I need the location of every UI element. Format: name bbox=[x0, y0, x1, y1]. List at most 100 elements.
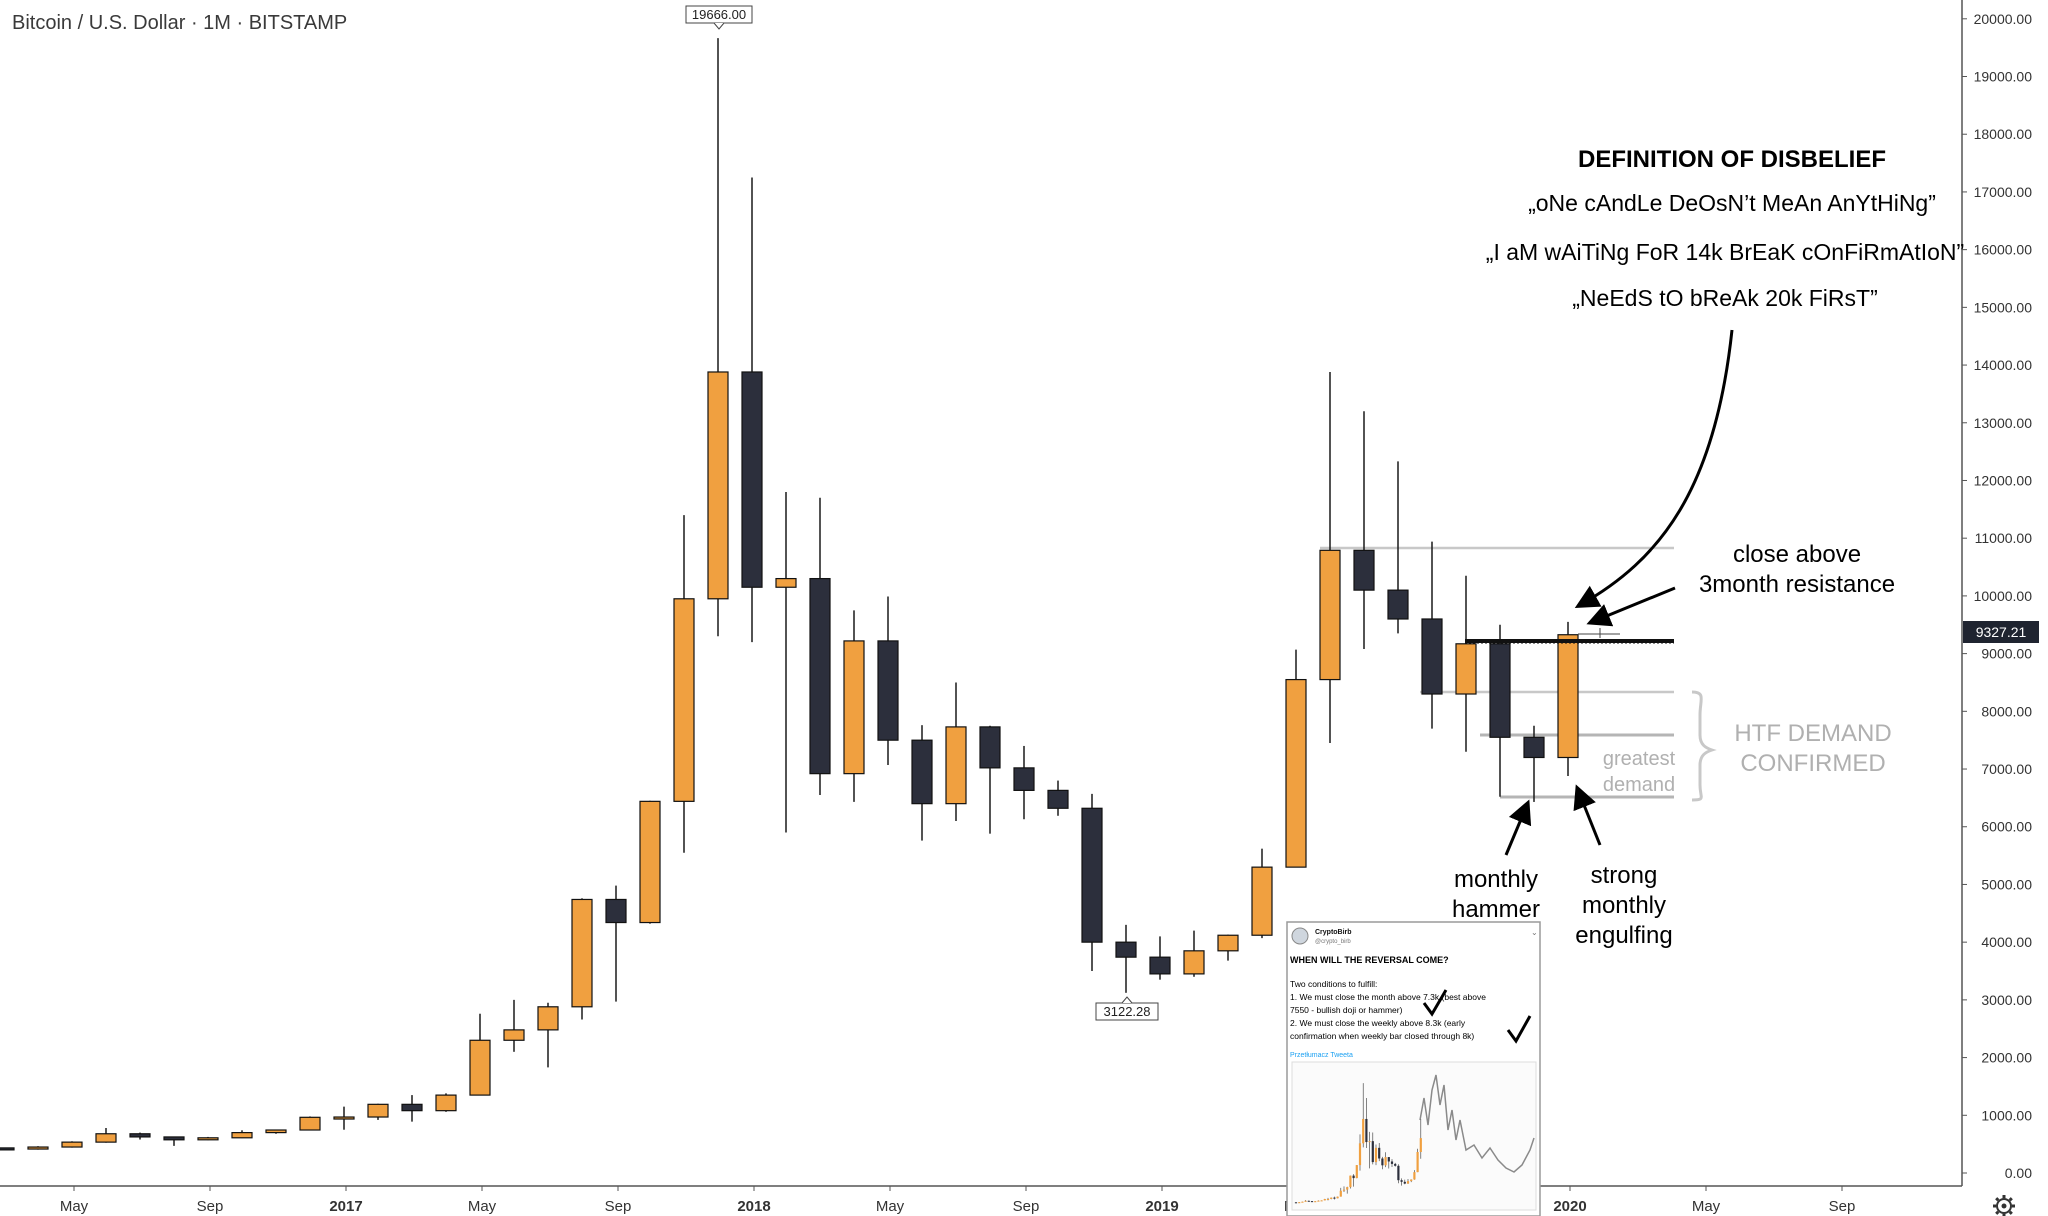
price-axis[interactable]: 0.00 1000.00 2000.00 3000.00 4000.00 5000.00 6… bbox=[1962, 11, 2032, 1181]
annotation-arrows bbox=[1504, 329, 1734, 856]
candle-body bbox=[503, 1029, 525, 1041]
y-tick-label: 14000.00 bbox=[1974, 357, 2033, 373]
low-label-text: 3122.28 bbox=[1104, 1004, 1151, 1019]
mini-candle-body bbox=[1358, 1143, 1362, 1166]
candle-body bbox=[163, 1136, 185, 1141]
candle-body bbox=[197, 1137, 219, 1141]
candle-body bbox=[1149, 956, 1171, 975]
mini-candle-body bbox=[1394, 1163, 1397, 1166]
candle bbox=[469, 1013, 491, 1096]
mini-candle-body bbox=[1301, 1201, 1304, 1203]
mini-candle-body bbox=[1349, 1175, 1352, 1188]
tweet-line-1: Two conditions to fulfill: bbox=[1290, 979, 1377, 989]
mini-candle-body bbox=[1378, 1147, 1381, 1159]
candle bbox=[1081, 793, 1103, 972]
disbelief-title: DEFINITION OF DISBELIEF bbox=[1578, 146, 1886, 173]
candle-body bbox=[95, 1133, 117, 1143]
candle bbox=[1285, 649, 1307, 868]
candle bbox=[231, 1130, 253, 1139]
mini-candle-body bbox=[1333, 1197, 1336, 1199]
candle-body bbox=[1557, 634, 1579, 759]
y-tick-label: 5000.00 bbox=[1981, 876, 2032, 892]
mini-candle-body bbox=[1365, 1118, 1368, 1143]
candle-body bbox=[299, 1116, 321, 1131]
chart-title: Bitcoin / U.S. Dollar · 1M · BITSTAMP bbox=[12, 12, 347, 34]
candle-body bbox=[639, 800, 661, 924]
candle bbox=[911, 725, 933, 841]
low-label: 3122.28 bbox=[1095, 996, 1159, 1021]
candle bbox=[979, 725, 1001, 834]
candle-body bbox=[707, 371, 729, 600]
disbelief-quote-2: „I aM wAiTiNg FoR 14k BrEaK cOnFiRmAtIoN… bbox=[1486, 239, 1964, 265]
candle-body bbox=[1251, 866, 1273, 936]
candle-body bbox=[1387, 589, 1409, 620]
y-tick-label: 11000.00 bbox=[1975, 530, 2033, 546]
y-tick-label: 8000.00 bbox=[1981, 703, 2032, 719]
mini-candle-body bbox=[1413, 1172, 1416, 1180]
tweet-translate-link[interactable]: Przetłumacz Tweeta bbox=[1290, 1052, 1353, 1059]
candle-body bbox=[435, 1094, 457, 1112]
hammer-line-1: monthly bbox=[1454, 866, 1538, 893]
candle bbox=[1353, 411, 1375, 649]
candle bbox=[1455, 575, 1477, 752]
x-tick-label: Sep bbox=[1829, 1198, 1856, 1215]
candle bbox=[1557, 621, 1579, 776]
candle bbox=[129, 1132, 151, 1140]
y-tick-label: 18000.00 bbox=[1974, 126, 2033, 142]
demand-brace bbox=[1691, 690, 1717, 802]
y-tick-label: 16000.00 bbox=[1974, 242, 2033, 258]
mini-candle-body bbox=[1339, 1190, 1342, 1197]
close-above-annotation: close above 3month resistance bbox=[1699, 541, 1895, 598]
candle-body bbox=[979, 726, 1001, 769]
tweet-line-3: 7550 - bullish doji or hammer) bbox=[1290, 1005, 1403, 1015]
candle bbox=[775, 492, 797, 833]
time-axis[interactable]: May Sep 2017 May Sep 2018 May Sep 2019 May Sep 2020… bbox=[60, 1186, 1856, 1215]
greatest-demand-annotation: greatest demand bbox=[1603, 748, 1676, 796]
candle-body bbox=[1523, 736, 1545, 759]
mini-candle-body bbox=[1416, 1151, 1419, 1173]
arrow-from-quotes bbox=[1574, 329, 1734, 608]
high-label: 19666.00 bbox=[685, 5, 753, 30]
candle-body bbox=[367, 1103, 389, 1118]
mini-candle-body bbox=[1298, 1202, 1301, 1204]
hammer-line-2: hammer bbox=[1452, 896, 1540, 923]
mini-candle-body bbox=[1403, 1181, 1406, 1184]
candle-body bbox=[1285, 678, 1307, 868]
mini-candle-body bbox=[1294, 1202, 1298, 1204]
gear-icon[interactable] bbox=[1993, 1195, 2015, 1216]
chevron-down-icon: ⌄ bbox=[1531, 928, 1538, 937]
tweet-line-4: 2. We must close the weekly above 8.3k (… bbox=[1290, 1018, 1466, 1028]
candle bbox=[1523, 725, 1545, 802]
candle bbox=[605, 885, 627, 1002]
mini-candle-body bbox=[1336, 1196, 1339, 1199]
candle bbox=[0, 1147, 15, 1151]
candle-body bbox=[1353, 549, 1375, 591]
candle bbox=[265, 1129, 287, 1134]
greatest-line-2: demand bbox=[1603, 774, 1675, 796]
candle-body bbox=[1319, 549, 1341, 681]
candle-body bbox=[1421, 618, 1443, 695]
mini-candle-body bbox=[1384, 1157, 1387, 1166]
mini-candle-body bbox=[1410, 1179, 1413, 1182]
mini-candle-body bbox=[1419, 1138, 1422, 1152]
candle-body bbox=[809, 577, 831, 775]
mini-candle-body bbox=[1320, 1200, 1323, 1202]
htf-demand-annotation: HTF DEMAND CONFIRMED bbox=[1734, 720, 1891, 777]
candle-body bbox=[1081, 807, 1103, 943]
candle-body bbox=[1455, 643, 1477, 695]
mini-candle-body bbox=[1374, 1147, 1378, 1163]
x-tick-label: 2018 bbox=[737, 1198, 770, 1215]
x-tick-label: Sep bbox=[197, 1198, 224, 1215]
strong-engulfing-annotation: strong monthly engulfing bbox=[1575, 862, 1672, 949]
y-tick-label: 19000.00 bbox=[1974, 69, 2033, 85]
mini-candle-body bbox=[1323, 1199, 1326, 1201]
htf-line-2: CONFIRMED bbox=[1740, 750, 1885, 777]
arrow-close-above bbox=[1586, 586, 1676, 627]
candle-body bbox=[537, 1006, 559, 1031]
mini-candle-body bbox=[1307, 1200, 1310, 1202]
x-tick-label: 2019 bbox=[1145, 1198, 1178, 1215]
candle bbox=[1013, 745, 1035, 820]
y-tick-label: 20000.00 bbox=[1974, 11, 2033, 27]
candle-body bbox=[1217, 934, 1239, 952]
